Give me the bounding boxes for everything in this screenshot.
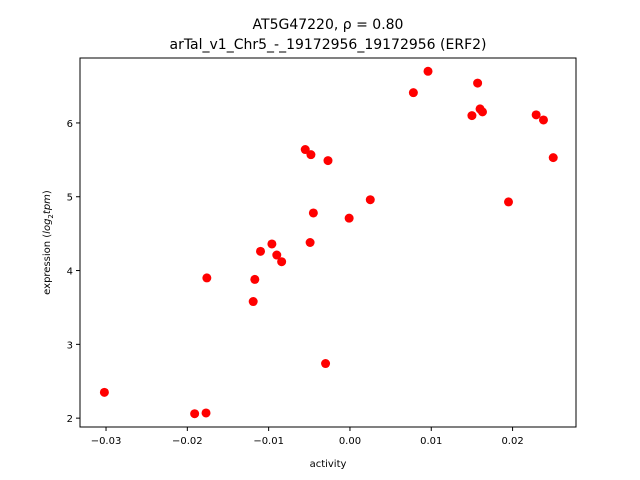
chart-title-line1: AT5G47220, ρ = 0.80 bbox=[253, 17, 404, 33]
x-tick-label: 0.02 bbox=[501, 436, 523, 447]
data-point bbox=[423, 66, 433, 76]
y-tick-label: 5 bbox=[67, 193, 73, 204]
data-point bbox=[408, 88, 418, 98]
chart-title-line2: arTal_v1_Chr5_-_19172956_19172956 (ERF2) bbox=[169, 37, 486, 53]
data-point bbox=[308, 208, 318, 218]
data-point bbox=[548, 153, 558, 163]
data-point bbox=[190, 409, 200, 419]
data-point bbox=[504, 197, 514, 207]
data-point bbox=[202, 273, 212, 283]
data-point bbox=[467, 111, 477, 121]
plot-frame bbox=[79, 57, 577, 428]
y-axis-ticks: 2 3 4 5 6 bbox=[67, 119, 80, 425]
x-axis-ticks: −0.03 −0.02 −0.01 0.00 0.01 0.02 bbox=[91, 427, 524, 447]
data-point bbox=[344, 213, 354, 223]
data-point bbox=[473, 78, 483, 88]
data-point bbox=[323, 156, 333, 166]
data-point bbox=[365, 195, 375, 205]
data-point bbox=[277, 257, 287, 267]
x-tick-label: −0.03 bbox=[91, 436, 122, 447]
x-tick-label: −0.01 bbox=[253, 436, 284, 447]
x-axis-label: activity bbox=[310, 459, 347, 470]
data-point bbox=[531, 110, 541, 120]
data-point bbox=[99, 387, 109, 397]
data-point bbox=[201, 408, 211, 418]
data-point bbox=[477, 107, 487, 117]
y-tick-label: 4 bbox=[67, 267, 73, 278]
y-tick-label: 6 bbox=[67, 119, 73, 130]
data-point bbox=[321, 359, 331, 369]
x-tick-label: 0.01 bbox=[420, 436, 442, 447]
data-point bbox=[305, 238, 315, 247]
data-point bbox=[300, 145, 310, 155]
y-tick-label: 2 bbox=[67, 414, 73, 425]
data-points bbox=[99, 66, 558, 419]
data-point bbox=[250, 274, 260, 284]
data-point bbox=[256, 246, 266, 256]
data-point bbox=[272, 250, 282, 260]
data-point bbox=[267, 239, 277, 249]
data-point bbox=[538, 115, 548, 125]
y-axis-label: expression (log2tpm) bbox=[42, 190, 55, 295]
x-tick-label: −0.02 bbox=[172, 436, 203, 447]
data-point bbox=[306, 150, 316, 160]
data-point bbox=[248, 297, 258, 307]
y-tick-label: 3 bbox=[67, 340, 73, 351]
x-tick-label: 0.00 bbox=[339, 436, 361, 447]
